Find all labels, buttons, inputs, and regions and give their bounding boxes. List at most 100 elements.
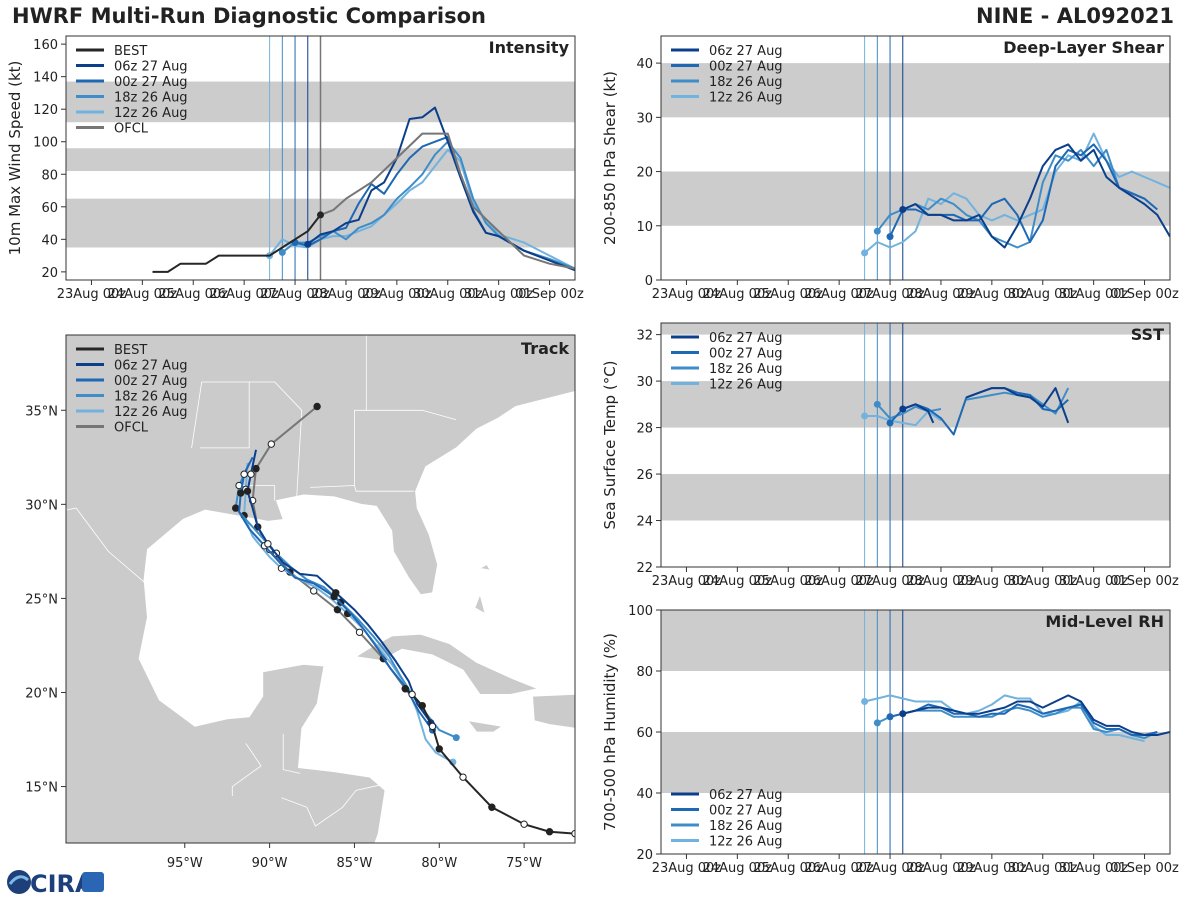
x-tick-label: 27Aug 00z bbox=[855, 287, 925, 302]
land-polygon bbox=[467, 720, 504, 733]
series-line-06z-27-aug bbox=[307, 106, 575, 272]
x-tick-label: 23Aug 00z bbox=[57, 287, 127, 302]
track-position-marker bbox=[459, 773, 467, 781]
series-group bbox=[861, 694, 1170, 743]
legend-label: 00z 27 Aug bbox=[114, 374, 188, 389]
x-tick-label: 30Aug 00z bbox=[1008, 574, 1078, 589]
track-start-marker bbox=[452, 734, 460, 742]
cira-logo: CIRA bbox=[7, 870, 104, 898]
shaded-band bbox=[661, 171, 1170, 226]
track-line-06z-27-aug bbox=[246, 449, 432, 724]
track-position-marker bbox=[333, 605, 342, 614]
track-position-marker bbox=[264, 540, 272, 548]
x-tick-label: 01Sep 00z bbox=[515, 287, 584, 302]
legend-label: 12z 26 Aug bbox=[709, 91, 783, 106]
border-line bbox=[310, 485, 414, 492]
series-group bbox=[861, 387, 1070, 436]
y-axis-label: 10m Max Wind Speed (kt) bbox=[6, 61, 24, 256]
track-position-marker bbox=[408, 690, 416, 699]
series-start-marker bbox=[317, 211, 324, 219]
y-tick-label: 140 bbox=[33, 71, 58, 86]
x-tick-label: 26Aug 00z bbox=[209, 287, 279, 302]
x-tick-label: 30Aug 00z bbox=[413, 287, 483, 302]
x-tick-label: 85°W bbox=[336, 856, 372, 871]
x-tick-label: 25Aug 00z bbox=[754, 287, 824, 302]
series-line-12z-26-aug bbox=[864, 694, 1145, 743]
border-line bbox=[282, 733, 301, 774]
legend-label: 18z 26 Aug bbox=[709, 362, 783, 377]
panel-title: Track bbox=[521, 339, 569, 358]
y-tick-label: 20°N bbox=[25, 686, 58, 701]
series-line-18z-26-aug bbox=[876, 706, 1158, 740]
track-position-marker bbox=[545, 828, 554, 836]
series-start-marker bbox=[899, 405, 907, 413]
legend-label: 12z 26 Aug bbox=[114, 106, 188, 121]
x-tick-label: 31Aug 00z bbox=[1059, 287, 1129, 302]
panel-title: Mid-Level RH bbox=[1045, 612, 1164, 631]
x-tick-label: 29Aug 00z bbox=[957, 287, 1027, 302]
axes-frame bbox=[65, 35, 576, 281]
track-position-marker bbox=[310, 587, 318, 595]
x-tick-label: 95°W bbox=[167, 856, 203, 871]
y-tick-label: 60 bbox=[41, 201, 58, 216]
legend-label: 00z 27 Aug bbox=[709, 347, 783, 362]
x-tick-label: 01Sep 00z bbox=[1110, 287, 1179, 302]
x-tick-label: 24Aug 00z bbox=[108, 287, 178, 302]
series-line-best bbox=[152, 214, 322, 273]
legend-label: OFCL bbox=[114, 122, 149, 137]
land-polygon bbox=[478, 563, 491, 571]
y-tick-label: 28 bbox=[636, 422, 653, 437]
y-tick-label: 35°N bbox=[25, 404, 58, 419]
y-axis-label: Sea Surface Temp (°C) bbox=[601, 360, 619, 529]
series-line-18z-26-aug bbox=[876, 148, 1145, 249]
y-tick-label: 40 bbox=[636, 57, 653, 72]
x-tick-label: 75°W bbox=[506, 856, 542, 871]
border-line bbox=[231, 743, 262, 796]
series-start-marker bbox=[873, 719, 881, 727]
y-tick-label: 30 bbox=[636, 375, 653, 390]
series-start-marker bbox=[861, 412, 869, 420]
legend-label: OFCL bbox=[114, 421, 149, 436]
logo-globe-icon bbox=[7, 870, 31, 894]
y-axis-label: 700-500 hPa Humidity (%) bbox=[601, 633, 619, 831]
legend-label: BEST bbox=[114, 343, 147, 358]
series-line-ofcl bbox=[320, 132, 575, 270]
x-tick-label: 31Aug 00z bbox=[1059, 861, 1129, 876]
x-tick-label: 23Aug 00z bbox=[652, 287, 722, 302]
y-tick-label: 10 bbox=[636, 220, 653, 235]
legend-label: 06z 27 Aug bbox=[709, 788, 783, 803]
shaded-band bbox=[661, 474, 1170, 521]
series-group bbox=[861, 132, 1170, 257]
x-tick-label: 26Aug 00z bbox=[804, 574, 874, 589]
track-line-12z-26-aug bbox=[243, 462, 454, 763]
x-tick-label: 27Aug 00z bbox=[855, 861, 925, 876]
shaded-band bbox=[661, 732, 1170, 793]
y-tick-label: 26 bbox=[636, 468, 653, 483]
x-tick-label: 23Aug 00z bbox=[652, 861, 722, 876]
series-start-marker bbox=[304, 240, 312, 248]
series-start-marker bbox=[899, 206, 907, 214]
x-tick-label: 26Aug 00z bbox=[804, 861, 874, 876]
panel-title: Intensity bbox=[489, 38, 570, 57]
y-tick-label: 20 bbox=[41, 266, 58, 281]
y-tick-label: 40 bbox=[41, 233, 58, 248]
legend-label: 00z 27 Aug bbox=[709, 60, 783, 75]
track-position-marker bbox=[355, 628, 364, 636]
series-line-06z-27-aug bbox=[902, 387, 1070, 424]
legend-label: 12z 26 Aug bbox=[114, 405, 188, 420]
logo-badge bbox=[82, 872, 104, 892]
y-tick-label: 0 bbox=[645, 274, 653, 289]
x-tick-label: 90°W bbox=[252, 856, 288, 871]
y-tick-label: 100 bbox=[33, 136, 58, 151]
shaded-band bbox=[661, 610, 1170, 671]
series-start-marker bbox=[873, 227, 881, 235]
land-polygon bbox=[532, 693, 575, 729]
track-position-marker bbox=[332, 589, 340, 597]
x-tick-label: 25Aug 00z bbox=[159, 287, 229, 302]
series-line-06z-27-aug bbox=[902, 143, 1170, 249]
